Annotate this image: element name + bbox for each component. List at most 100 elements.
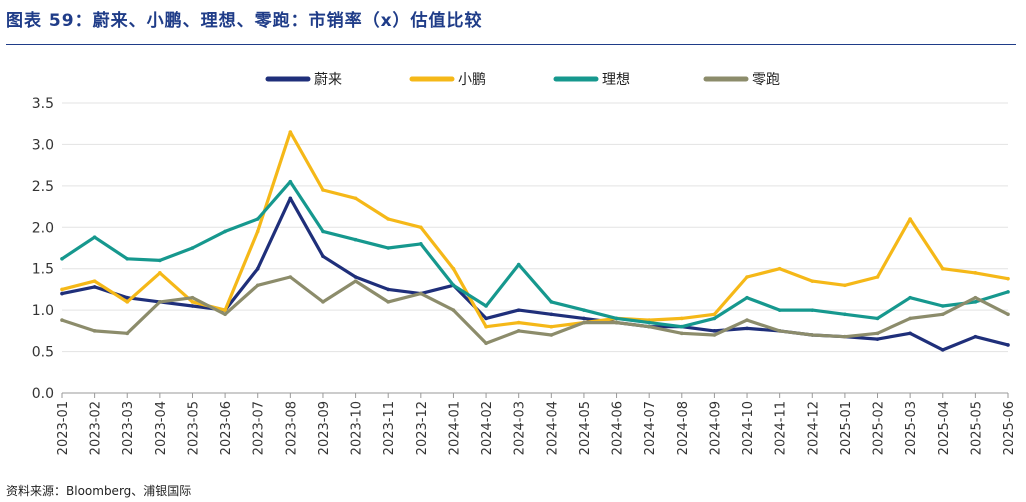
data-point xyxy=(712,329,717,333)
data-point xyxy=(647,324,651,329)
data-point xyxy=(158,300,162,304)
series-line xyxy=(60,130,1010,329)
data-point xyxy=(288,275,293,279)
y-tick-label: 1.0 xyxy=(32,303,54,319)
x-tick-label: 2024-12 xyxy=(806,401,821,455)
series-line xyxy=(60,275,1010,345)
x-tick-label: 2025-02 xyxy=(872,401,887,455)
data-point xyxy=(451,283,456,288)
y-tick-label: 3.0 xyxy=(32,137,54,153)
data-point xyxy=(288,196,293,201)
y-axis: 0.0 0.5 1.0 1.5 2.0 2.5 3.0 3.5 xyxy=(32,96,54,402)
series-4 xyxy=(60,275,1010,346)
data-point xyxy=(1006,312,1010,317)
data-point xyxy=(1006,343,1010,347)
data-point xyxy=(582,316,586,321)
x-tick-label: 2025-04 xyxy=(937,401,952,455)
data-point xyxy=(614,320,619,325)
data-point xyxy=(386,246,391,250)
series-line xyxy=(60,180,1010,329)
y-tick-label: 2.0 xyxy=(32,220,54,236)
x-tick-label: 2024-02 xyxy=(480,401,495,455)
data-point xyxy=(810,279,815,283)
data-point xyxy=(614,316,619,321)
data-point xyxy=(940,348,945,352)
data-point xyxy=(451,266,456,271)
y-tick-label: 3.5 xyxy=(32,96,54,112)
data-point xyxy=(386,300,391,304)
x-tick-label: 2024-03 xyxy=(513,401,528,455)
data-point xyxy=(386,287,391,292)
legend: 蔚来 小鹏 理想 零跑 xyxy=(265,72,780,88)
data-point xyxy=(549,333,554,337)
data-point xyxy=(712,312,717,317)
data-point xyxy=(582,308,586,312)
data-point xyxy=(777,329,782,333)
x-tick-label: 2023-10 xyxy=(350,401,365,455)
y-tick-label: 0.5 xyxy=(32,345,54,361)
data-point xyxy=(843,283,847,288)
data-point xyxy=(777,308,782,312)
series-layer xyxy=(60,130,1010,352)
data-point xyxy=(223,229,227,234)
data-point xyxy=(810,308,815,312)
x-tick-label: 2024-01 xyxy=(447,401,462,455)
data-point xyxy=(321,188,325,192)
data-point xyxy=(255,283,260,288)
data-point xyxy=(419,225,423,230)
data-point xyxy=(810,333,815,337)
series-3 xyxy=(60,179,1010,329)
data-point xyxy=(451,308,456,312)
x-tick-label: 2023-07 xyxy=(252,401,267,455)
series-2 xyxy=(60,130,1010,329)
data-point xyxy=(679,324,684,329)
data-point xyxy=(875,275,880,279)
x-tick-label: 2025-05 xyxy=(969,401,984,455)
data-point xyxy=(190,246,195,250)
data-point xyxy=(549,300,554,304)
pe-ratio-line-chart: 0.00.51.01.52.02.53.03.5 2023-01 2023-02 2… xyxy=(32,72,1017,455)
x-tick-label: 2023-02 xyxy=(89,401,104,455)
data-point xyxy=(843,334,847,339)
data-point xyxy=(92,235,97,240)
legend-label: 小鹏 xyxy=(458,72,486,88)
legend-label: 蔚来 xyxy=(314,72,342,88)
x-tick-label: 2023-03 xyxy=(121,401,136,455)
x-tick-label: 2024-08 xyxy=(676,401,691,455)
data-point xyxy=(875,331,880,336)
x-tick-label: 2024-07 xyxy=(643,401,658,455)
data-point xyxy=(516,308,521,312)
data-point xyxy=(288,179,293,184)
data-point xyxy=(973,334,978,339)
data-point xyxy=(1006,276,1010,281)
data-point xyxy=(973,271,978,275)
data-point xyxy=(843,312,847,317)
data-point xyxy=(288,130,293,134)
x-tick-label: 2023-06 xyxy=(219,401,234,455)
legend-label: 零跑 xyxy=(752,72,780,88)
data-point xyxy=(777,266,782,271)
data-point xyxy=(484,341,488,346)
data-point xyxy=(516,329,521,333)
data-point xyxy=(158,271,162,275)
data-point xyxy=(60,318,64,322)
data-point xyxy=(158,258,162,263)
data-point xyxy=(223,312,227,317)
data-point xyxy=(92,285,97,289)
data-point xyxy=(940,312,945,317)
data-point xyxy=(973,300,978,304)
data-point xyxy=(125,256,130,261)
x-tick-label: 2024-06 xyxy=(611,401,626,455)
x-tick-label: 2024-09 xyxy=(708,401,723,455)
x-tick-label: 2025-01 xyxy=(839,401,854,455)
data-point xyxy=(745,275,749,279)
x-tick-label: 2024-05 xyxy=(578,401,593,455)
data-point xyxy=(321,300,325,304)
data-point xyxy=(190,304,195,308)
data-point xyxy=(745,326,749,331)
data-point xyxy=(712,333,717,337)
series-1 xyxy=(60,196,1010,352)
data-point xyxy=(419,242,423,246)
data-point xyxy=(223,308,227,312)
x-tick-label: 2023-11 xyxy=(382,401,397,455)
